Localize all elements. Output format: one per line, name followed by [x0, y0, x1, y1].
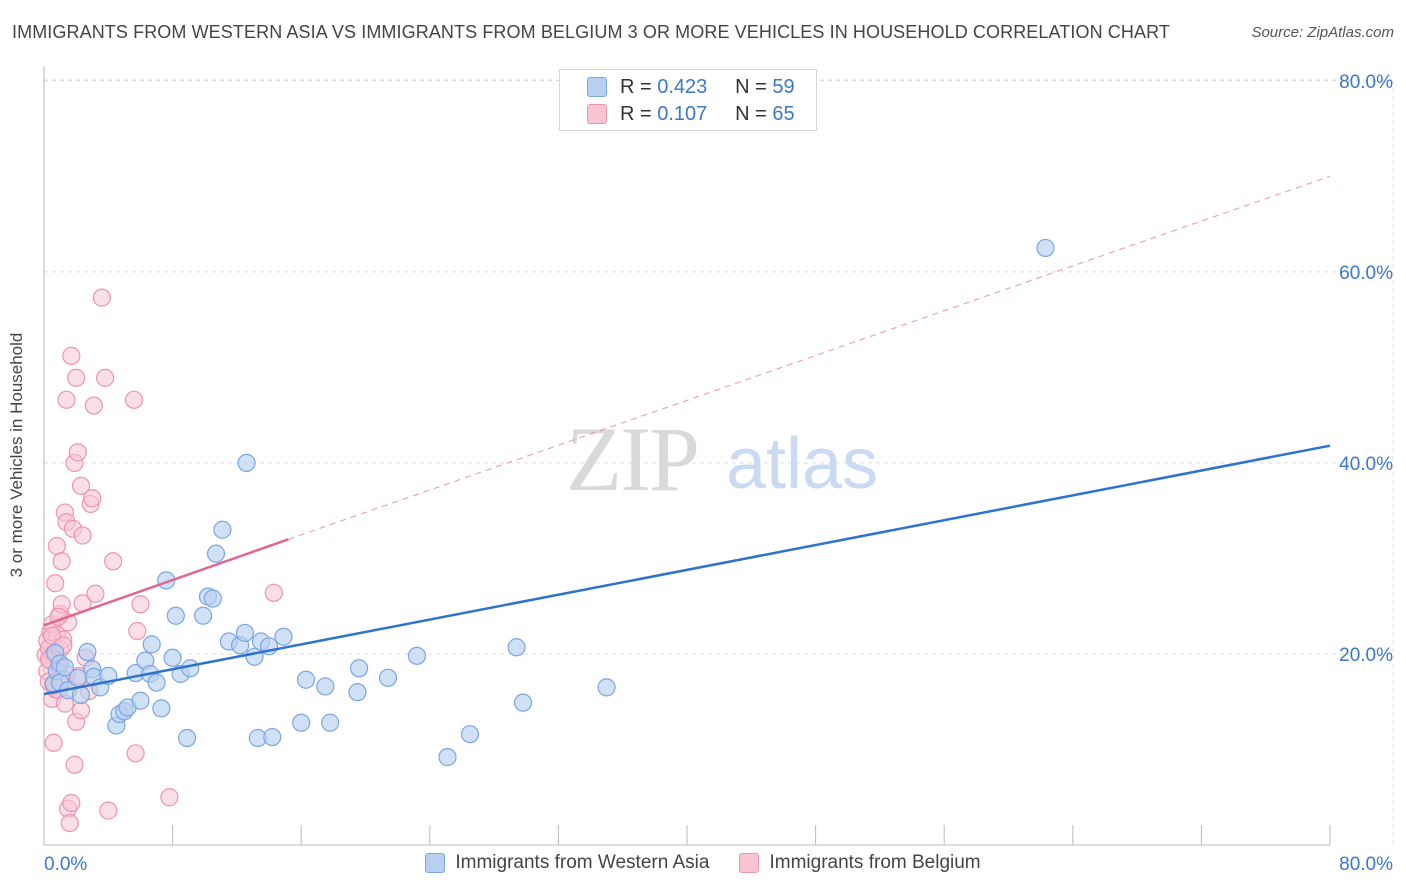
point-western-asia [166, 606, 185, 625]
point-belgium [124, 390, 144, 409]
point-western-asia [296, 670, 316, 689]
point-western-asia [213, 520, 232, 539]
point-belgium [104, 552, 123, 571]
point-western-asia [181, 659, 200, 678]
point-belgium [62, 793, 81, 813]
y-axis-label: 3 or more Vehicles in Household [7, 332, 26, 578]
point-western-asia [147, 673, 166, 692]
point-belgium [44, 733, 63, 752]
chart-title: IMMIGRANTS FROM WESTERN ASIA VS IMMIGRAN… [12, 22, 1170, 42]
point-western-asia [348, 683, 367, 702]
point-western-asia [194, 606, 213, 625]
point-belgium [47, 536, 66, 556]
tick-labels: 80.0% 60.0% 40.0% 20.0% 0.0% 80.0% [44, 72, 1393, 875]
point-western-asia [206, 544, 226, 563]
point-belgium [52, 552, 71, 571]
point-belgium [65, 755, 84, 774]
points-belgium [36, 288, 283, 833]
legend-item-belgium: Immigrants from Belgium [739, 852, 981, 874]
trendline-belgium-extension [288, 175, 1331, 540]
point-belgium [131, 595, 150, 614]
point-western-asia [203, 589, 222, 608]
point-belgium [62, 346, 81, 365]
trendline-belgium [43, 538, 289, 627]
point-belgium [86, 584, 105, 603]
point-western-asia [349, 659, 369, 678]
y-tick-label: 80.0% [1339, 72, 1393, 93]
y-tick-label: 40.0% [1339, 454, 1393, 475]
point-belgium [57, 390, 76, 409]
point-western-asia [292, 713, 311, 732]
point-western-asia [235, 623, 255, 643]
legend-swatch-western-asia [587, 77, 607, 97]
point-western-asia [131, 691, 150, 710]
legend-item-western-asia: Immigrants from Western Asia [425, 852, 709, 874]
x-tick-label: 0.0% [44, 854, 87, 875]
legend-r-label: R = [620, 75, 652, 98]
watermark: ZIP atlas [566, 408, 878, 510]
legend-n-label: N = [735, 102, 767, 125]
point-belgium [67, 368, 86, 387]
point-western-asia [78, 642, 97, 662]
point-belgium [71, 701, 91, 720]
point-belgium [46, 574, 65, 593]
point-western-asia [163, 648, 182, 667]
watermark-atlas: atlas [726, 424, 878, 504]
trendline-western-asia [43, 444, 1331, 696]
legend-n-value: 65 [772, 102, 795, 125]
series-legend: Immigrants from Western Asia Immigrants … [0, 852, 1406, 874]
legend-label-western-asia: Immigrants from Western Asia [455, 852, 710, 873]
legend-n-value: 59 [772, 75, 795, 98]
point-western-asia [321, 713, 340, 732]
point-belgium [128, 621, 147, 641]
point-western-asia [177, 728, 197, 748]
point-belgium [264, 583, 283, 602]
legend-n-label: N = [735, 75, 767, 98]
point-belgium [71, 476, 91, 495]
point-western-asia [1036, 238, 1055, 258]
point-belgium [84, 396, 103, 415]
point-western-asia [142, 635, 161, 654]
x-tick-label: 80.0% [1339, 854, 1393, 875]
legend-swatch-belgium [587, 104, 607, 124]
point-western-asia [316, 677, 335, 696]
legend-r-label: R = [620, 102, 652, 125]
point-belgium [99, 801, 118, 820]
legend-r-value: 0.423 [657, 75, 708, 98]
point-western-asia [263, 727, 282, 747]
point-western-asia [513, 693, 533, 712]
y-tick-label: 60.0% [1339, 263, 1393, 284]
point-belgium [95, 368, 115, 387]
point-western-asia [274, 627, 293, 646]
point-belgium [68, 443, 87, 462]
point-western-asia [597, 678, 616, 697]
point-western-asia [55, 658, 74, 677]
y-tick-label: 20.0% [1339, 645, 1393, 666]
legend-label-belgium: Immigrants from Belgium [769, 852, 981, 873]
points-western-asia [44, 238, 1055, 767]
point-belgium [126, 744, 145, 763]
point-western-asia [460, 725, 480, 744]
legend-swatch-western-asia [425, 853, 446, 873]
point-western-asia [438, 748, 457, 767]
legend-swatch-belgium [739, 853, 760, 873]
point-western-asia [245, 647, 264, 666]
axes [43, 66, 1331, 846]
point-belgium [83, 489, 102, 508]
point-western-asia [378, 668, 398, 687]
point-western-asia [237, 453, 256, 472]
point-western-asia [407, 646, 427, 665]
point-belgium [73, 526, 92, 545]
watermark-zip: ZIP [566, 408, 698, 510]
source-credit: Source: ZipAtlas.com [1251, 24, 1394, 41]
point-western-asia [507, 638, 526, 657]
point-western-asia [152, 699, 171, 718]
trendlines [43, 175, 1331, 696]
point-belgium [160, 788, 179, 807]
legend-r-value: 0.107 [657, 102, 708, 125]
point-belgium [92, 288, 111, 307]
point-belgium [60, 813, 79, 833]
correlation-legend: R = 0.423 N = 59 R = 0.107 N = 65 [559, 69, 817, 131]
